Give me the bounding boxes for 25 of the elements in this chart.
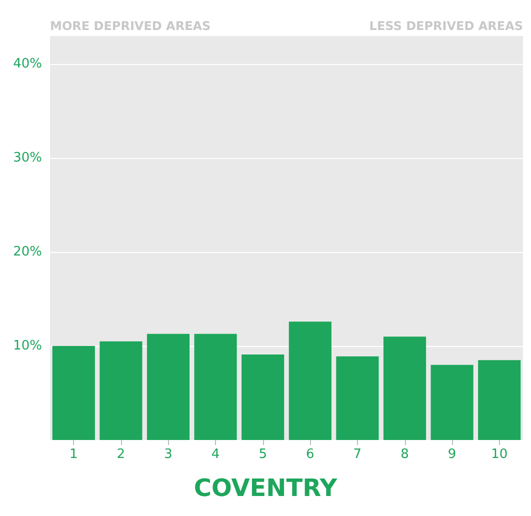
bar xyxy=(430,364,474,440)
bar xyxy=(146,334,190,440)
x-tick-label: 2 xyxy=(116,447,126,462)
x-tick-label: 1 xyxy=(70,447,78,462)
y-tick-label: 20% xyxy=(13,244,42,260)
bar xyxy=(478,360,521,440)
y-tick-label: 40% xyxy=(13,56,42,72)
bar xyxy=(194,334,237,440)
bar xyxy=(52,346,95,440)
x-tick-label: 9 xyxy=(448,447,456,462)
bar xyxy=(383,336,426,440)
bar xyxy=(336,356,379,440)
x-axis-title: COVENTRY xyxy=(194,474,338,502)
x-tick-label: 7 xyxy=(353,447,362,462)
x-tick-label: 8 xyxy=(400,447,409,462)
y-tick-label: 10% xyxy=(13,338,42,354)
x-tick-label: 3 xyxy=(164,447,172,462)
x-tick-label: 10 xyxy=(491,447,508,462)
x-tick-label: 4 xyxy=(211,447,220,462)
bar xyxy=(242,354,284,440)
bar xyxy=(100,341,142,440)
x-tick-label: 5 xyxy=(258,447,267,462)
y-tick-label: 30% xyxy=(13,150,42,166)
x-tick-label: 6 xyxy=(306,447,314,462)
bar xyxy=(288,322,332,440)
